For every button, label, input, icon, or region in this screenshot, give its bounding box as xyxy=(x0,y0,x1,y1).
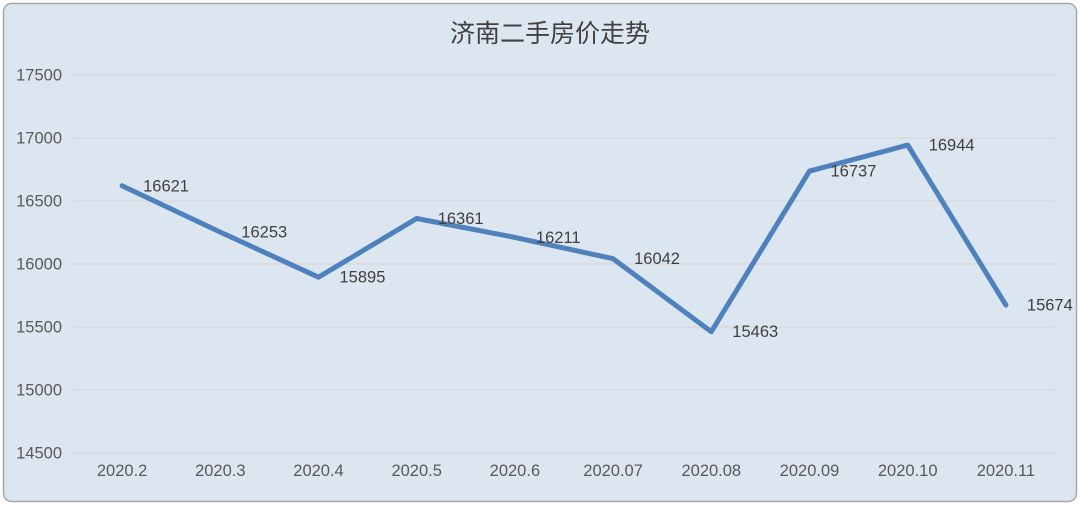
y-tick-label: 17000 xyxy=(16,130,62,148)
data-label: 16211 xyxy=(536,229,581,247)
x-tick-label: 2020.2 xyxy=(97,462,147,480)
y-tick-label: 17500 xyxy=(16,67,62,85)
y-tick-label: 14500 xyxy=(16,445,62,463)
data-label: 16253 xyxy=(241,224,287,242)
y-tick-label: 16500 xyxy=(16,193,62,211)
y-tick-label: 16000 xyxy=(16,256,62,274)
data-label: 16042 xyxy=(634,250,680,268)
data-label: 16361 xyxy=(438,210,484,228)
x-tick-label: 2020.09 xyxy=(780,462,840,480)
trend-line xyxy=(119,142,1009,335)
data-label: 15895 xyxy=(340,269,386,287)
data-label: 16944 xyxy=(929,137,975,155)
data-label: 15463 xyxy=(732,323,778,341)
chart-title: 济南二手房价走势 xyxy=(450,19,650,48)
x-tick-label: 2020.07 xyxy=(583,462,643,480)
y-tick-label: 15500 xyxy=(16,319,62,337)
y-tick-label: 15000 xyxy=(16,382,62,400)
x-tick-label: 2020.5 xyxy=(391,462,441,480)
x-tick-label: 2020.08 xyxy=(681,462,741,480)
x-tick-label: 2020.6 xyxy=(490,462,540,480)
x-tick-label: 2020.3 xyxy=(195,462,245,480)
x-tick-label: 2020.4 xyxy=(293,462,343,480)
data-label: 15674 xyxy=(1027,297,1073,315)
data-label: 16621 xyxy=(143,177,189,195)
x-tick-label: 2020.11 xyxy=(977,462,1035,480)
data-label: 16737 xyxy=(831,163,877,181)
x-tick-label: 2020.10 xyxy=(878,462,938,480)
